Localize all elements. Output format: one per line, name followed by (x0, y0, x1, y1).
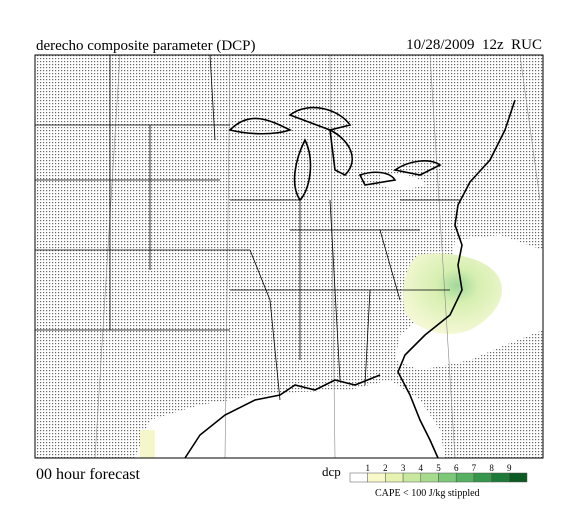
valid-time: 10/28/2009 12z RUC (406, 37, 542, 53)
legend-swatch (491, 472, 510, 483)
legend-swatch (367, 472, 386, 483)
legend: 1 2 3 4 5 6 7 8 9 (349, 463, 528, 483)
legend-swatch (402, 472, 422, 483)
legend-swatch (438, 472, 457, 483)
legend-level: 1 (365, 463, 370, 473)
legend-level: 5 (436, 463, 441, 473)
forecast-hour: 00 hour forecast (36, 466, 140, 483)
legend-level: 7 (472, 463, 477, 473)
legend-level: 6 (454, 463, 459, 473)
legend-title: dcp (322, 464, 341, 479)
legend-swatch (349, 472, 368, 483)
legend-swatch (455, 472, 475, 483)
legend-level: 9 (507, 463, 512, 473)
dcp-shading (140, 430, 155, 458)
clear-area (380, 173, 425, 189)
dcp-shading (403, 253, 502, 334)
legend-swatch (420, 472, 439, 483)
legend-swatch (509, 472, 528, 483)
legend-level: 8 (489, 463, 494, 473)
map-frame (34, 54, 544, 459)
legend-swatch (385, 472, 404, 483)
map-title: derecho composite parameter (DCP) (36, 38, 256, 54)
clear-area (135, 380, 445, 458)
legend-level: 2 (383, 463, 388, 473)
legend-level: 4 (419, 463, 424, 473)
legend-swatch (473, 472, 492, 483)
legend-note: CAPE < 100 J/kg stippled (375, 488, 480, 499)
legend-level: 3 (401, 463, 406, 473)
